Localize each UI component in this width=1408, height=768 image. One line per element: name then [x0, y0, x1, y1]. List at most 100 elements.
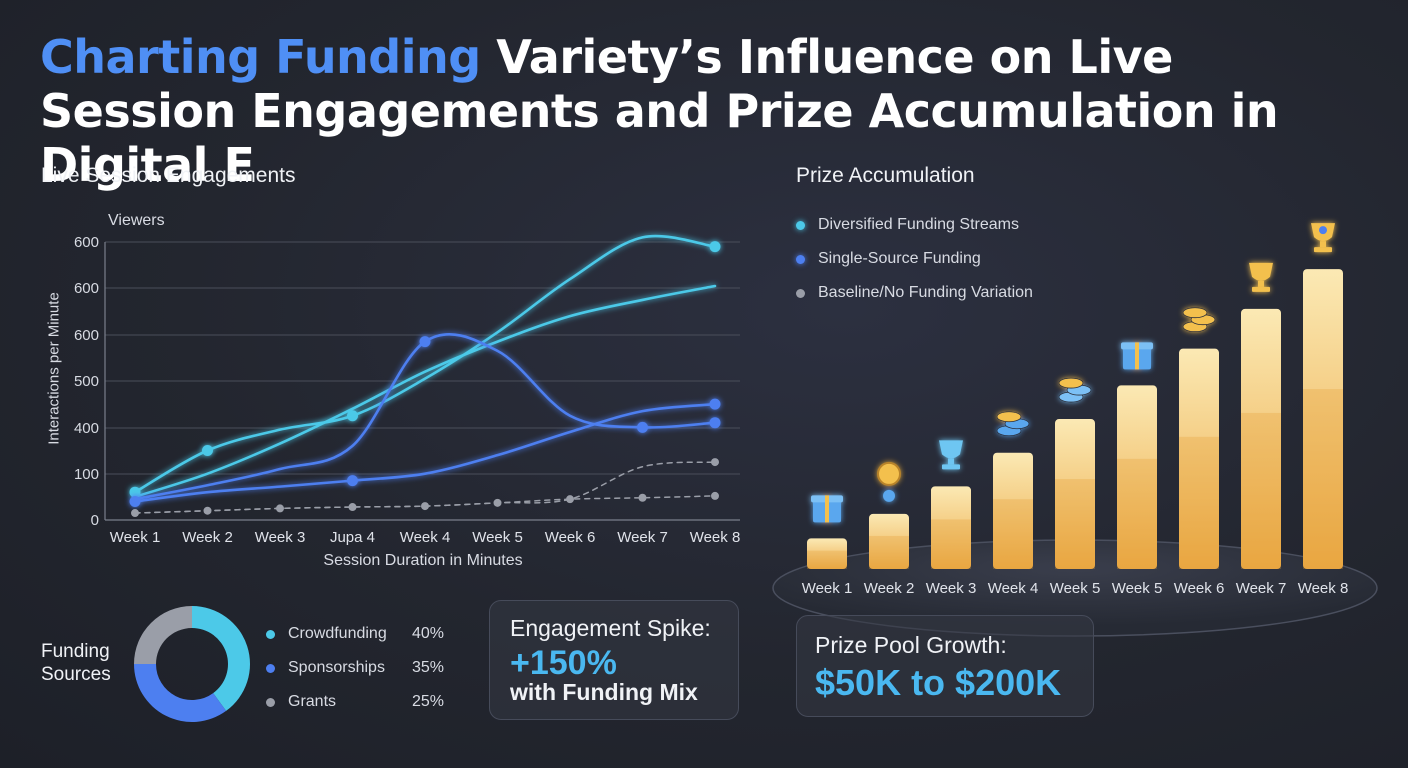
y-tick-label: 0 — [91, 512, 99, 529]
gift-ribbon — [1135, 342, 1139, 370]
trophy-stem — [1320, 241, 1326, 248]
engagement-spike-caption: with Funding Mix — [510, 679, 698, 705]
trophy-stem — [1258, 280, 1264, 287]
prize-bar-shade — [869, 535, 909, 569]
x-tick-label: Week 3 — [255, 529, 306, 546]
funding-label: Crowdfunding — [288, 625, 387, 642]
bar-label: Week 2 — [864, 580, 915, 597]
legend-label-diversified: Diversified Funding Streams — [818, 216, 1019, 233]
line-point — [202, 445, 213, 456]
y-tick-label: 100 — [74, 466, 99, 483]
line-point — [347, 475, 358, 487]
funding-row-grants: Grants 25% — [266, 685, 444, 719]
x-tick-label: Week 6 — [545, 529, 596, 546]
x-tick-label: Week 7 — [617, 529, 668, 546]
prize-bar — [1303, 269, 1343, 569]
prize-bar — [993, 452, 1033, 569]
bar-label: Week 6 — [1174, 580, 1225, 597]
prize-chart-title: Prize Accumulation — [796, 164, 975, 187]
bar-label: Week 8 — [1298, 580, 1349, 597]
x-tick-label: Week 1 — [110, 529, 161, 546]
prize-bar — [1117, 385, 1157, 569]
coin-icon — [877, 461, 901, 502]
legend-label-single: Single-Source Funding — [818, 250, 981, 267]
trophy-icon — [1311, 223, 1335, 253]
line-series — [133, 284, 717, 499]
page-title: Charting Funding Variety’s Influence on … — [40, 30, 1380, 192]
funding-label: Sponsorships — [288, 659, 385, 676]
coin-stack-icon — [1058, 377, 1092, 403]
funding-pct: 35% — [412, 659, 445, 676]
engagement-x-axis-label: Session Duration in Minutes — [323, 552, 523, 569]
bar-label: Week 7 — [1236, 580, 1287, 597]
line-series — [133, 234, 717, 494]
x-tick-label: Week 2 — [182, 529, 233, 546]
line-point — [129, 495, 141, 507]
engagement-spike-heading: Engagement Spike: — [510, 615, 711, 641]
line-point — [709, 417, 721, 429]
x-tick-label: Week 5 — [472, 529, 523, 546]
gift-icon — [1121, 342, 1153, 370]
prize-bar — [931, 486, 971, 569]
funding-dot-sponsorships — [266, 663, 275, 673]
trophy-icon — [1249, 262, 1273, 292]
coin-face — [877, 461, 901, 486]
legend-dot-diversified — [796, 220, 805, 230]
prize-bar-shade — [1241, 412, 1281, 569]
coin-gem — [883, 489, 895, 502]
prize-bar-shade — [993, 499, 1033, 569]
trophy-base — [1314, 247, 1332, 253]
y-tick-label: 400 — [74, 420, 99, 437]
prize-bar — [1179, 348, 1219, 569]
funding-pct: 40% — [412, 625, 445, 642]
line-point — [419, 336, 431, 348]
prize-growth-card: Prize Pool Growth: $50K to $200K — [796, 615, 1094, 717]
funding-row-sponsorships: Sponsorships 35% — [266, 651, 444, 685]
y-tick-label: 600 — [74, 234, 99, 251]
trophy-star — [1319, 226, 1327, 235]
funding-label: Grants — [288, 693, 337, 710]
donut-slice — [134, 606, 192, 664]
trophy-cup — [1249, 262, 1273, 281]
line-point — [711, 491, 719, 500]
prize-bar-shade — [1117, 458, 1157, 569]
prize-bar — [1055, 419, 1095, 569]
line-point — [348, 503, 357, 512]
bar-label: Week 4 — [988, 580, 1039, 597]
engagement-lines — [129, 234, 721, 518]
prize-bar — [1241, 308, 1281, 569]
legend-dot-single — [796, 254, 805, 264]
bar-label: Week 5 — [1050, 580, 1101, 597]
trophy-base — [942, 464, 960, 470]
line-point — [638, 493, 647, 502]
funding-pct: 25% — [412, 693, 445, 710]
funding-dot-grants — [266, 697, 275, 707]
engagement-grid: 0 100 400 500 600 600 600 Week 1 Week 2 Week 3 Jup… — [74, 234, 740, 546]
prize-growth-heading: Prize Pool Growth: — [815, 632, 1007, 658]
x-tick-label: Week 4 — [400, 529, 451, 546]
line-series — [134, 495, 716, 514]
engagement-spike-value: +150% — [510, 644, 617, 682]
legend-item-baseline: Baseline/No Funding Variation — [796, 276, 1033, 310]
title-rest: Variety’s Influence on Live Session Enga… — [40, 30, 1279, 192]
gift-icon — [811, 495, 843, 523]
coin — [996, 411, 1022, 423]
gift-ribbon — [825, 495, 829, 523]
prize-growth-value: $50K to $200K — [815, 662, 1062, 703]
trophy-base — [1252, 286, 1270, 292]
title-highlight: Charting Funding — [40, 30, 481, 84]
line-point — [637, 421, 648, 433]
line-series — [133, 402, 717, 503]
prize-legend: Diversified Funding Streams Single-Sourc… — [796, 208, 1033, 310]
coin-stack-icon — [1182, 307, 1216, 333]
legend-item-single: Single-Source Funding — [796, 242, 1033, 276]
trophy-cup — [939, 440, 963, 459]
funding-row-crowdfunding: Crowdfunding 40% — [266, 617, 444, 651]
funding-donut — [134, 606, 251, 722]
x-tick-label: Jupa 4 — [330, 529, 375, 546]
coin-stack-icon — [996, 411, 1030, 437]
coin — [1058, 377, 1084, 389]
y-tick-label: 600 — [74, 327, 99, 344]
legend-label-baseline: Baseline/No Funding Variation — [818, 284, 1033, 301]
engagement-chart-title: Live Session Engagements — [41, 164, 296, 187]
